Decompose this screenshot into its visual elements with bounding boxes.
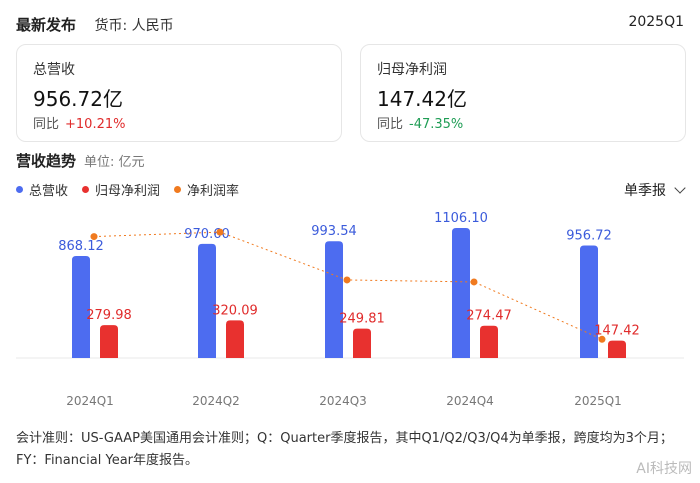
profit-bar[interactable] — [353, 328, 371, 358]
revenue-bar[interactable] — [325, 241, 343, 358]
revenue-card: 总营收 956.72亿 同比 +10.21% — [16, 44, 342, 142]
revenue-data-label: 993.54 — [311, 224, 357, 239]
x-tick-label: 2024Q4 — [446, 394, 494, 408]
margin-point[interactable] — [90, 233, 98, 241]
chart-legend: 总营收 归母净利润 净利润率 — [16, 180, 239, 199]
x-tick-label: 2024Q3 — [319, 394, 367, 408]
revenue-card-label: 总营收 — [33, 62, 75, 78]
margin-point[interactable] — [216, 228, 224, 236]
revenue-yoy: 同比 +10.21% — [33, 113, 125, 132]
period-type-label: 单季报 — [624, 183, 666, 199]
legend-item-revenue[interactable]: 总营收 — [16, 180, 68, 199]
legend-label-margin: 净利润率 — [187, 184, 240, 199]
profit-card-value: 147.42亿 — [377, 87, 467, 111]
profit-card-label: 归母净利润 — [377, 62, 447, 78]
header: 最新发布 货币: 人民币 — [16, 14, 174, 35]
legend-label-profit: 归母净利润 — [95, 184, 161, 199]
revenue-bar[interactable] — [198, 243, 216, 358]
section-title-text: 营收趋势 — [16, 152, 77, 170]
unit-label: 单位: 亿元 — [84, 155, 145, 170]
legend-item-margin[interactable]: 净利润率 — [174, 180, 239, 199]
x-tick-label: 2024Q1 — [66, 394, 114, 408]
revenue-data-label: 970.60 — [184, 227, 230, 242]
revenue-data-label: 956.72 — [566, 229, 612, 244]
profit-bar[interactable] — [608, 340, 626, 358]
legend-dot-profit — [82, 186, 90, 193]
margin-point[interactable] — [470, 278, 478, 286]
footnote: 会计准则：US-GAAP美国通用会计准则；Q：Quarter季度报告，其中Q1/… — [16, 431, 673, 468]
profit-data-label: 249.81 — [339, 312, 385, 327]
x-tick-label: 2024Q2 — [192, 394, 240, 408]
profit-bar[interactable] — [480, 325, 498, 358]
revenue-bar[interactable] — [72, 255, 90, 358]
legend-item-profit[interactable]: 归母净利润 — [82, 180, 160, 199]
profit-data-label: 274.47 — [466, 309, 512, 324]
currency-label: 货币: 人民币 — [94, 18, 174, 34]
profit-yoy-label: 同比 — [377, 117, 404, 132]
watermark: AI科技网 — [636, 461, 692, 477]
x-tick-label: 2025Q1 — [574, 394, 622, 408]
page-title: 最新发布 — [16, 16, 77, 34]
revenue-yoy-label: 同比 — [33, 117, 60, 132]
margin-point[interactable] — [343, 276, 351, 284]
revenue-card-value: 956.72亿 — [33, 87, 123, 111]
profit-data-label: 320.09 — [212, 303, 258, 318]
margin-point[interactable] — [598, 335, 606, 343]
profit-yoy: 同比 -47.35% — [377, 113, 463, 132]
profit-data-label: 147.42 — [594, 324, 640, 339]
profit-bar[interactable] — [226, 320, 244, 358]
profit-bar[interactable] — [100, 325, 118, 358]
revenue-bar[interactable] — [580, 245, 598, 358]
section-title: 营收趋势 单位: 亿元 — [16, 150, 145, 171]
period-type-selector[interactable]: 单季报 — [624, 180, 686, 200]
revenue-bar[interactable] — [452, 228, 470, 358]
profit-data-label: 279.98 — [86, 308, 132, 323]
revenue-yoy-value: +10.21% — [65, 117, 126, 132]
profit-yoy-value: -47.35% — [409, 117, 464, 132]
revenue-trend-chart: 868.12 279.98 2024Q1 970.60 320.09 2024Q2 993.… — [16, 211, 684, 408]
legend-label-revenue: 总营收 — [29, 184, 69, 199]
period-label: 2025Q1 — [628, 14, 684, 30]
legend-dot-margin — [174, 186, 182, 193]
revenue-data-label: 868.12 — [58, 239, 104, 254]
chevron-down-icon — [674, 182, 686, 194]
revenue-data-label: 1106.10 — [434, 211, 488, 226]
legend-dot-revenue — [16, 186, 23, 193]
profit-card: 归母净利润 147.42亿 同比 -47.35% — [360, 44, 686, 142]
